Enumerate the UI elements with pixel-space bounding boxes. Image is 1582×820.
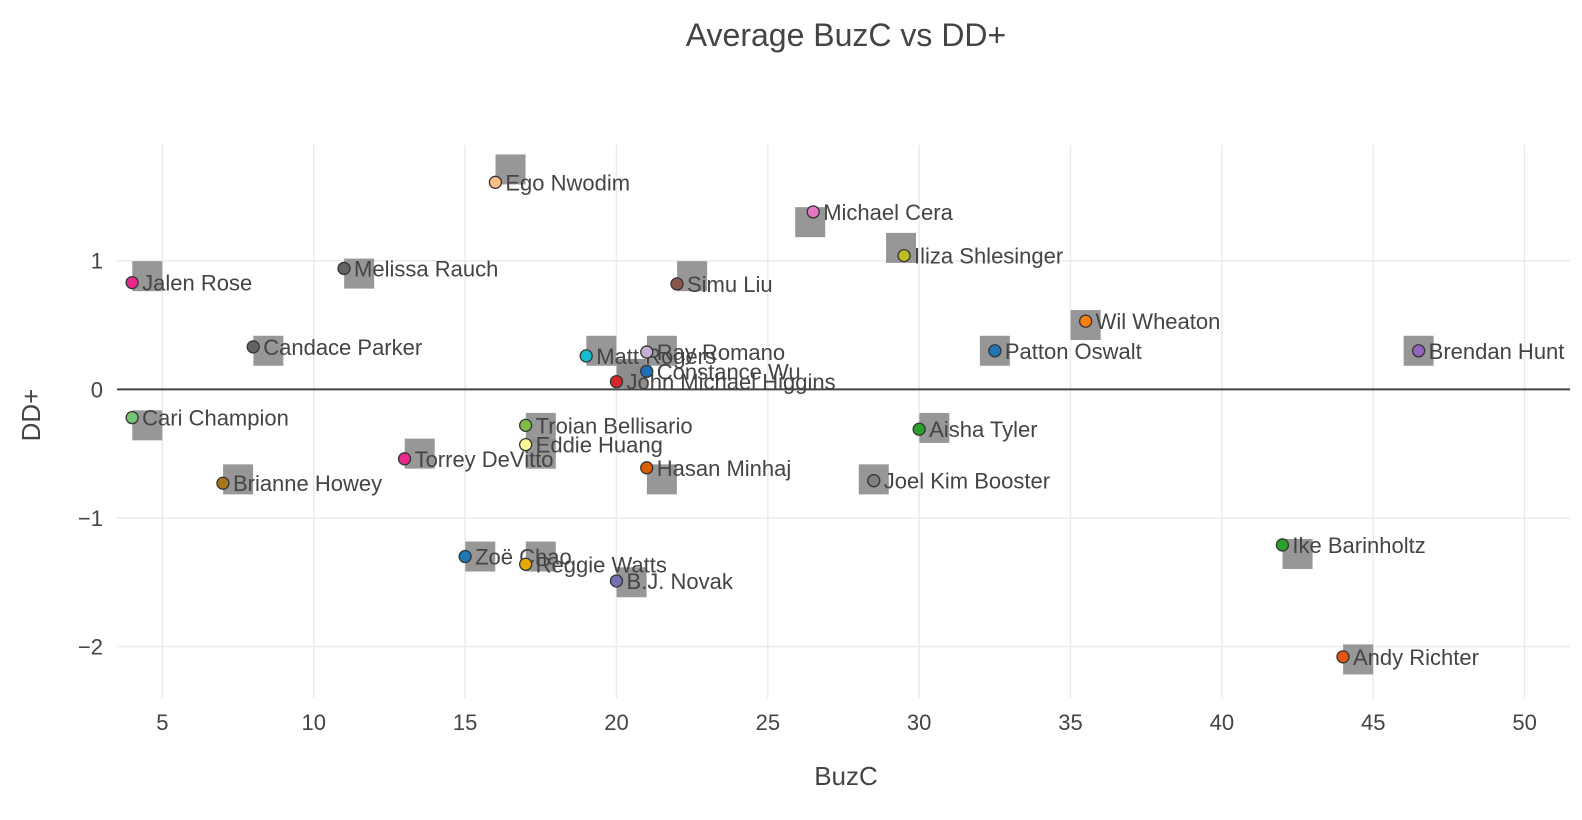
- chart-title: Average BuzC vs DD+: [686, 17, 1006, 53]
- point-label: B.J. Novak: [626, 569, 733, 594]
- data-point: [806, 205, 820, 219]
- axis-ticks: 5 10 15 20 25 30 35 40 45 50 −2 −1 0 1: [78, 249, 1537, 735]
- point-label: Reggie Watts: [536, 552, 667, 577]
- data-point: [579, 349, 593, 363]
- data-point: [397, 452, 412, 466]
- y-tick-label: −2: [78, 635, 103, 660]
- point-label: Torrey DeVitto: [415, 447, 554, 472]
- point-label: Iliza Shlesinger: [914, 244, 1063, 269]
- data-point: [640, 364, 654, 378]
- point-label: Ike Barinholtz: [1292, 533, 1425, 558]
- average-markers: [132, 154, 1434, 675]
- x-tick-label: 30: [907, 710, 931, 735]
- x-tick-label: 50: [1512, 710, 1536, 735]
- x-tick-label: 35: [1058, 710, 1082, 735]
- data-point: [519, 557, 533, 571]
- data-point: [1411, 344, 1426, 358]
- point-label: Cari Champion: [142, 406, 289, 431]
- point-label: Joel Kim Booster: [884, 469, 1050, 494]
- data-point: [1336, 650, 1350, 664]
- point-label: Ray Romano: [657, 340, 785, 365]
- data-point: [988, 344, 1002, 358]
- average-marker: [404, 438, 435, 469]
- data-point: [609, 374, 624, 389]
- data-point: [609, 574, 624, 588]
- data-point: [1275, 538, 1290, 552]
- x-tick-label: 20: [604, 710, 628, 735]
- y-tick-label: 0: [91, 377, 103, 402]
- point-label: Ego Nwodim: [505, 170, 630, 195]
- data-points: Ego Nwodim Michael Cera Iliza Shlesinger Me…: [125, 170, 1565, 670]
- point-label: Hasan Minhaj: [657, 456, 792, 481]
- x-axis-title: BuzC: [814, 761, 878, 791]
- data-point: [519, 437, 533, 452]
- point-label: Eddie Huang: [536, 433, 663, 458]
- x-tick-label: 5: [156, 710, 168, 735]
- point-label: Matt Rogers: [596, 344, 716, 369]
- point-label: Troian Bellisario: [536, 413, 693, 438]
- point-label: Andy Richter: [1353, 645, 1479, 670]
- data-point: [519, 418, 533, 433]
- data-point: [337, 261, 351, 276]
- data-point: [488, 175, 503, 189]
- average-marker: [586, 335, 617, 366]
- point-label: Aisha Tyler: [929, 417, 1037, 442]
- point-label: Patton Oswalt: [1005, 339, 1142, 364]
- data-point: [125, 410, 139, 425]
- data-point: [458, 549, 472, 564]
- data-point: [125, 275, 139, 290]
- data-point: [897, 248, 911, 263]
- data-point: [216, 476, 230, 490]
- point-label: Candace Parker: [263, 335, 422, 360]
- average-marker: [344, 258, 375, 289]
- y-tick-label: −1: [78, 506, 103, 531]
- data-point: [867, 474, 881, 488]
- x-tick-label: 10: [302, 710, 326, 735]
- grid-lines: [117, 145, 1570, 698]
- data-point: [246, 340, 260, 354]
- point-label: Simu Liu: [687, 272, 773, 297]
- point-label: Wil Wheaton: [1096, 309, 1221, 334]
- data-point: [640, 461, 654, 475]
- data-point: [640, 345, 654, 359]
- point-label: Constance Wu: [657, 359, 801, 384]
- point-label: Michael Cera: [823, 200, 953, 225]
- x-tick-label: 15: [453, 710, 477, 735]
- data-point: [1079, 314, 1093, 328]
- point-label: Brendan Hunt: [1429, 339, 1565, 364]
- y-axis-title: DD+: [16, 389, 46, 442]
- x-tick-label: 25: [756, 710, 780, 735]
- point-label: Brianne Howey: [233, 471, 382, 496]
- x-tick-label: 40: [1210, 710, 1234, 735]
- point-label: Jalen Rose: [142, 271, 252, 296]
- point-label: John Michael Higgins: [626, 370, 835, 395]
- point-label: Melissa Rauch: [354, 256, 498, 281]
- data-point: [912, 422, 926, 436]
- data-point: [670, 277, 684, 291]
- x-tick-label: 45: [1361, 710, 1385, 735]
- y-tick-label: 1: [91, 249, 103, 274]
